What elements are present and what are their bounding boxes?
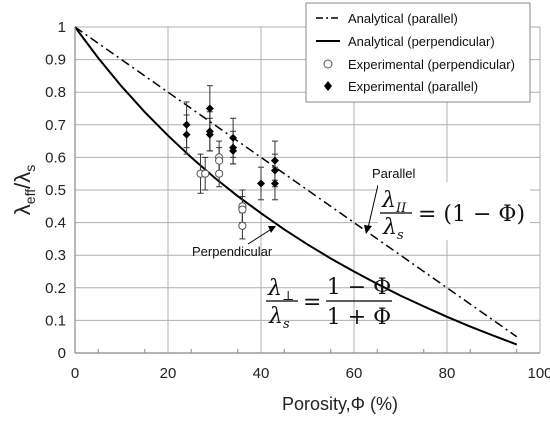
equation-parallel-bg <box>378 182 530 240</box>
legend-label-filled-diamond: Experimental (parallel) <box>348 79 478 94</box>
y-tick-label-8: 0.8 <box>45 84 66 101</box>
equation-perpendicular: λ⊥ λs = 1 − Φ 1 + Φ <box>266 275 392 332</box>
x-tick-label-3: 60 <box>346 365 363 382</box>
x-tick-label-4: 80 <box>439 365 456 382</box>
y-tick-label-10: 1 <box>58 19 66 36</box>
eq-perp-num-sub: ⊥ <box>282 289 294 304</box>
eq-parallel-rhs: = (1 − Φ) <box>418 202 525 227</box>
eq-parallel-num: λII <box>381 188 407 216</box>
exp-perpendicular-point-4 <box>215 169 224 178</box>
legend-label-open-circle: Experimental (perpendicular) <box>348 57 515 72</box>
exp-parallel-point-0 <box>182 120 191 129</box>
exp-parallel-point-2 <box>205 104 214 113</box>
y-tick-label-4: 0.4 <box>45 215 66 232</box>
y-axis-title: λeff/λs <box>10 165 38 215</box>
axes-layer: 0 20 40 60 80 100 0 0.1 0.2 0.3 0.4 0.5 0.6 0.7 0.8 0.9… <box>45 19 550 382</box>
legend-swatch-filled-diamond <box>324 81 332 91</box>
y-axis-title-main: λ <box>10 204 35 215</box>
eq-parallel-num-lambda: λ <box>381 188 396 213</box>
exp-perpendicular-point-6 <box>238 205 247 214</box>
exp-parallel-point-8 <box>257 179 265 188</box>
y-tick-label-3: 0.3 <box>45 247 66 264</box>
eq-perp-rhs-den: 1 + Φ <box>327 305 391 330</box>
series-layer <box>74 26 518 346</box>
series-analytical-parallel-line <box>74 26 518 338</box>
eq-perp-rhs-num: 1 − Φ <box>327 275 391 300</box>
annotation-parallel-label: Parallel <box>372 166 415 181</box>
annotation-perpendicular-arrow <box>247 229 271 245</box>
eq-parallel-den-sub: s <box>397 228 404 243</box>
exp-parallel-point-5 <box>229 133 238 142</box>
y-axis-title-sub2: s <box>22 165 38 172</box>
legend-label-perpendicular-line: Analytical (perpendicular) <box>348 34 495 49</box>
x-axis-title: Porosity,Φ (%) <box>282 394 398 414</box>
legend-label-parallel-line: Analytical (parallel) <box>348 11 458 26</box>
exp-perpendicular-point-1 <box>201 169 210 178</box>
exp-perpendicular-point-3 <box>215 156 224 165</box>
annotations: Parallel Perpendicular λII λs = (1 − Φ) … <box>192 166 530 332</box>
x-tick-label-5: 100 <box>527 365 550 382</box>
eq-perp-equals: = <box>303 290 321 315</box>
y-tick-label-1: 0.1 <box>45 312 66 329</box>
y-tick-label-5: 0.5 <box>45 182 66 199</box>
y-axis-title-mid: /λ <box>10 172 35 189</box>
y-tick-label-9: 0.9 <box>45 52 66 69</box>
eq-perp-num: λ⊥ <box>267 276 294 304</box>
y-tick-label-0: 0 <box>58 345 66 362</box>
eq-perp-num-lambda: λ <box>267 276 282 301</box>
eq-perp-den-sub: s <box>283 317 290 332</box>
y-tick-label-2: 0.2 <box>45 280 66 297</box>
annotation-perpendicular-arrowhead <box>268 226 276 233</box>
exp-parallel-point-7 <box>229 146 238 155</box>
annotation-perpendicular-label: Perpendicular <box>192 244 273 259</box>
x-tick-label-2: 40 <box>253 365 270 382</box>
exp-parallel-point-11 <box>270 179 279 188</box>
annotation-parallel-arrowhead <box>364 225 372 234</box>
exp-parallel-point-10 <box>270 166 279 175</box>
eq-perp-den-lambda: λ <box>268 304 283 329</box>
exp-perpendicular-point-7 <box>238 221 247 230</box>
x-tick-label-1: 20 <box>160 365 177 382</box>
legend: Analytical (parallel) Analytical (perpen… <box>305 2 531 103</box>
equation-parallel: λII λs = (1 − Φ) <box>378 182 530 243</box>
y-tick-label-7: 0.7 <box>45 117 66 134</box>
exp-parallel-point-9 <box>270 156 279 165</box>
eq-parallel-num-sub: II <box>395 201 407 216</box>
exp-parallel-point-4 <box>205 130 214 139</box>
legend-box <box>305 2 531 103</box>
x-tick-label-0: 0 <box>71 365 79 382</box>
series-analytical-perpendicular-line <box>74 26 518 346</box>
legend-swatch-open-circle <box>323 59 333 69</box>
y-axis-title-sub1: eff <box>22 189 38 204</box>
exp-parallel-point-1 <box>182 130 191 139</box>
eq-parallel-den-lambda: λ <box>382 215 397 240</box>
eq-perp-den: λs <box>268 304 290 332</box>
eq-parallel-den: λs <box>382 215 404 243</box>
y-tick-label-6: 0.6 <box>45 149 66 166</box>
annotation-parallel-arrow <box>367 184 379 229</box>
